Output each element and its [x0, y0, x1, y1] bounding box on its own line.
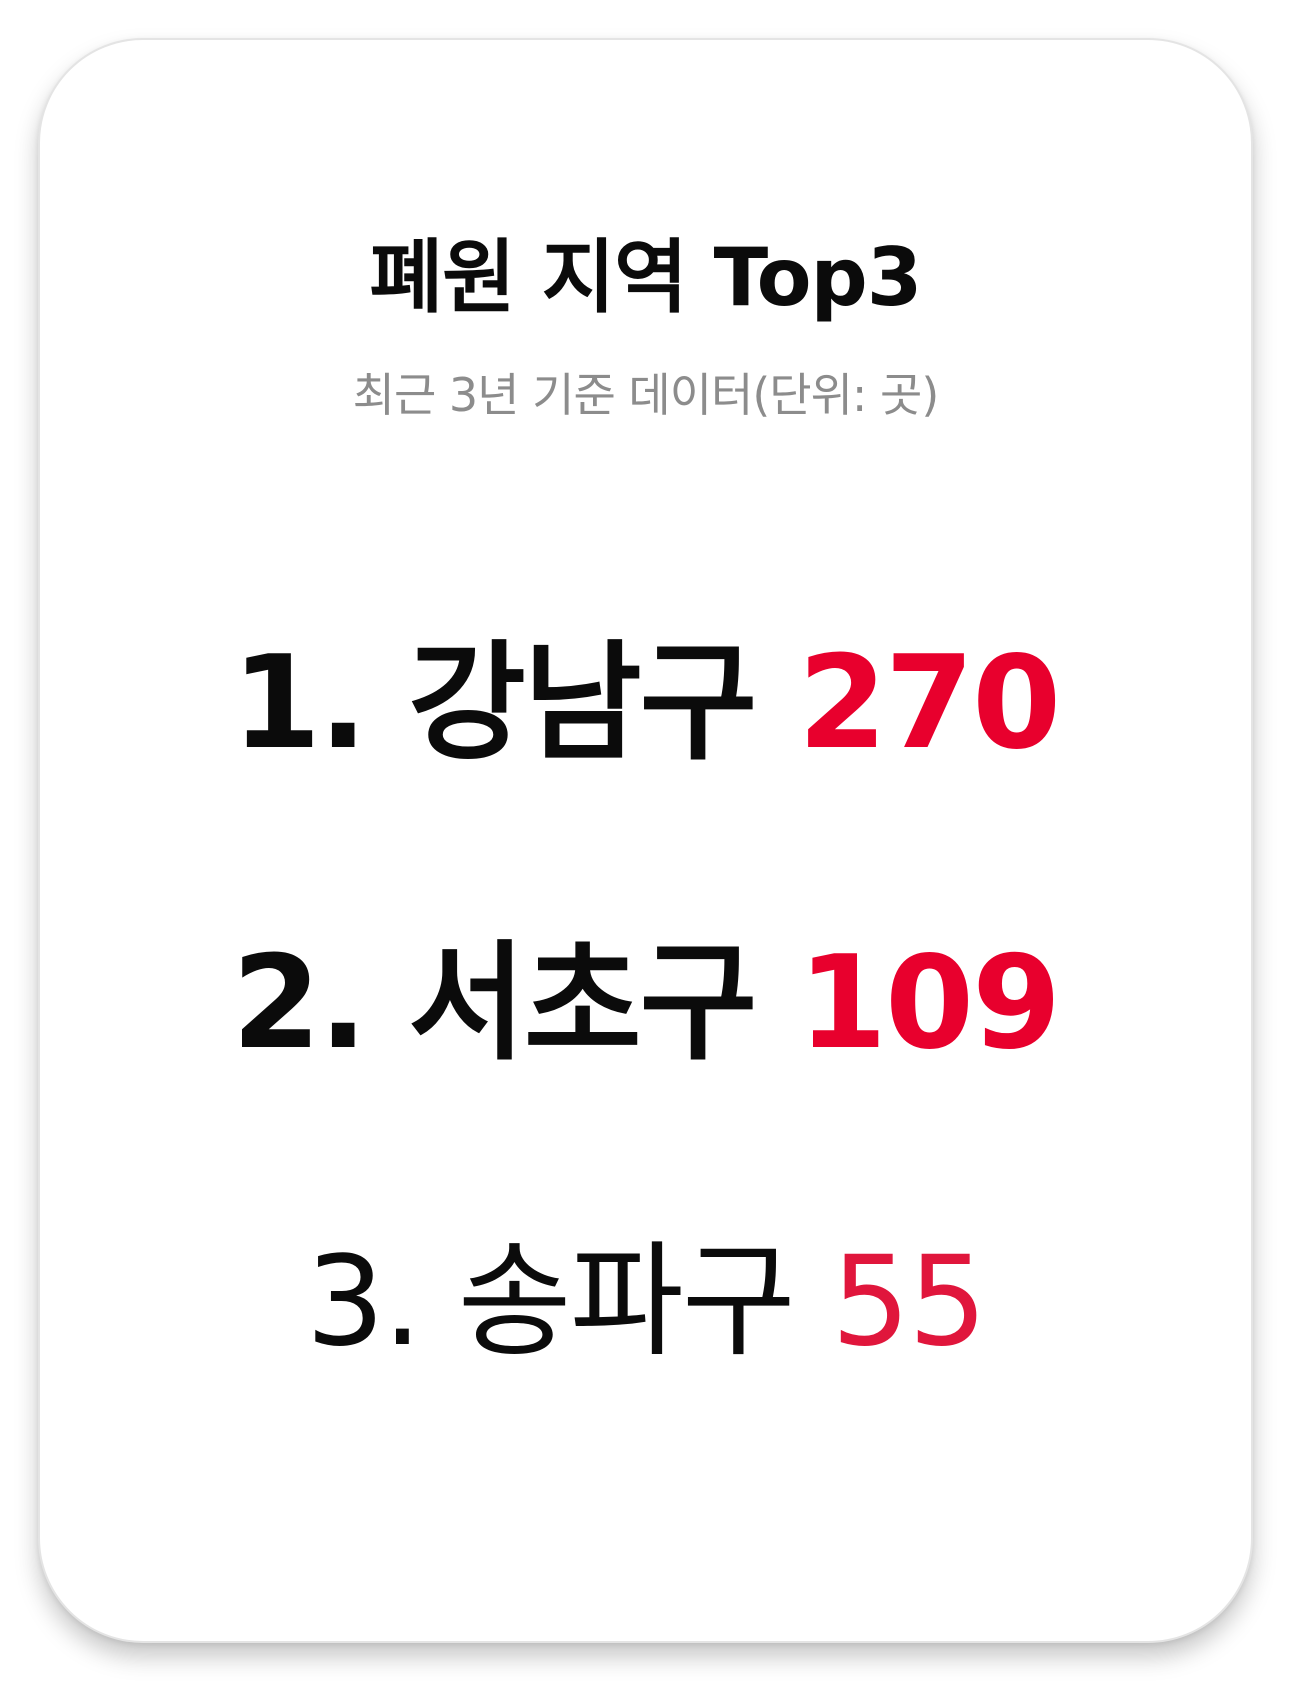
rank-label: 3. 송파구 — [305, 1230, 796, 1374]
top3-card: 폐원 지역 Top3 최근 3년 기준 데이터(단위: 곳) 1. 강남구 27… — [38, 38, 1253, 1643]
rank-label: 2. 서초구 — [231, 929, 758, 1078]
card-title: 폐원 지역 Top3 — [369, 231, 923, 324]
rank-label: 1. 강남구 — [231, 629, 758, 778]
rank-value: 55 — [831, 1230, 987, 1374]
rank-value: 270 — [797, 629, 1061, 778]
rank-item-1: 1. 강남구 270 — [40, 640, 1251, 768]
rank-item-2: 2. 서초구 109 — [40, 940, 1251, 1068]
rank-item-3: 3. 송파구 55 — [40, 1240, 1251, 1364]
rank-value: 109 — [797, 929, 1061, 1078]
card-subtitle: 최근 3년 기준 데이터(단위: 곳) — [352, 368, 940, 422]
